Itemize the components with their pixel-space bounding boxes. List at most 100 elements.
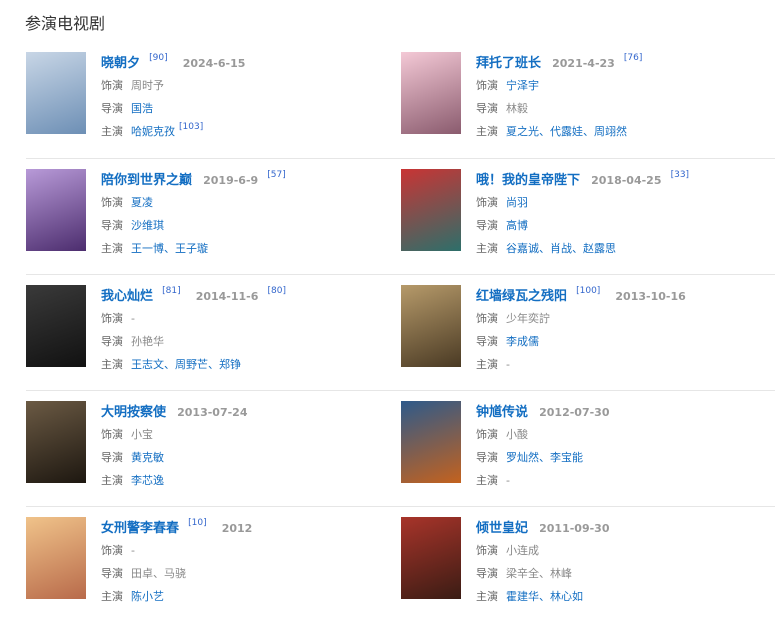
cast-label: 主演 — [101, 242, 123, 255]
reference-link[interactable]: [80] — [267, 286, 286, 296]
cast-value[interactable]: 陈小艺 — [131, 590, 164, 603]
role-value: 少年奕詝 — [506, 312, 550, 325]
role-value[interactable]: 宁泽宇 — [506, 79, 539, 92]
cast-label: 主演 — [101, 474, 123, 487]
drama-title-link[interactable]: 我心灿烂 — [101, 289, 154, 304]
drama-poster[interactable] — [401, 401, 461, 483]
role-value: 小酸 — [506, 428, 528, 441]
role-value: - — [131, 312, 135, 325]
drama-item: 我心灿烂 [81] 2014-11-6 [80] 饰演 - 导演 孙艳华 主演 王志文… — [26, 285, 396, 401]
release-date: 2019-6-9 — [203, 174, 259, 187]
section-title: 参演电视剧 — [25, 14, 106, 33]
role-label: 饰演 — [476, 79, 498, 92]
drama-poster[interactable] — [26, 52, 86, 134]
drama-title-link[interactable]: 哦！我的皇帝陛下 — [476, 173, 581, 188]
director-label: 导演 — [476, 102, 498, 115]
drama-item: 钟馗传说 2012-07-30 饰演 小酸 导演 罗灿然、李宝能 主演 - — [401, 401, 771, 517]
release-date: 2021-4-23 — [552, 57, 615, 70]
cast-value: - — [506, 474, 510, 487]
director-value[interactable]: 李成儒 — [506, 335, 539, 348]
release-date: 2013-07-24 — [177, 406, 248, 419]
cast-label: 主演 — [476, 590, 498, 603]
reference-link[interactable]: [90] — [149, 53, 168, 63]
role-label: 饰演 — [476, 544, 498, 557]
release-date: 2011-09-30 — [539, 522, 610, 535]
drama-item: 女刑警李春春 [10] 2012 饰演 - 导演 田卓、马骁 主演 陈小艺 — [26, 517, 396, 633]
director-value[interactable]: 罗灿然、李宝能 — [506, 451, 583, 464]
cast-label: 主演 — [476, 242, 498, 255]
director-value[interactable]: 黄克敏 — [131, 451, 164, 464]
drama-title-link[interactable]: 拜托了班长 — [476, 56, 542, 71]
cast-value[interactable]: 王志文、周野芒、郑铮 — [131, 358, 241, 371]
cast-label: 主演 — [476, 358, 498, 371]
role-label: 饰演 — [101, 196, 123, 209]
drama-poster[interactable] — [26, 169, 86, 251]
drama-title-link[interactable]: 女刑警李春春 — [101, 521, 180, 536]
drama-item: 红墙绿瓦之残阳 [100] 2013-10-16 饰演 少年奕詝 导演 李成儒 主演… — [401, 285, 771, 401]
drama-poster[interactable] — [401, 52, 461, 134]
reference-link[interactable]: [76] — [623, 53, 643, 63]
reference-link[interactable]: [103] — [179, 122, 204, 132]
director-label: 导演 — [476, 219, 498, 232]
cast-value[interactable]: 王一博、王子璇 — [131, 242, 208, 255]
drama-row: 我心灿烂 [81] 2014-11-6 [80] 饰演 - 导演 孙艳华 主演 王志文… — [26, 274, 775, 391]
cast-value[interactable]: 谷嘉诚、肖战、赵露思 — [506, 242, 616, 255]
reference-link[interactable]: [81] — [162, 286, 181, 296]
director-label: 导演 — [101, 567, 123, 580]
director-value: 孙艳华 — [131, 335, 164, 348]
drama-item: 晓朝夕 [90] 2024-6-15 饰演 周时予 导演 国浩 主演 哈妮克孜 [103… — [26, 52, 396, 168]
reference-link[interactable]: [100] — [576, 286, 601, 296]
release-date: 2018-04-25 — [591, 174, 662, 187]
drama-title-link[interactable]: 钟馗传说 — [476, 405, 529, 420]
drama-title-link[interactable]: 大明按察使 — [101, 405, 167, 420]
role-label: 饰演 — [476, 428, 498, 441]
reference-link[interactable]: [57] — [267, 170, 286, 180]
director-label: 导演 — [476, 451, 498, 464]
director-value: 梁辛全、林峰 — [506, 567, 572, 580]
cast-value[interactable]: 霍建华、林心如 — [506, 590, 583, 603]
role-value: 周时予 — [131, 79, 164, 92]
drama-poster[interactable] — [26, 401, 86, 483]
role-label: 饰演 — [101, 544, 123, 557]
role-value[interactable]: 尚羽 — [506, 196, 528, 209]
role-label: 饰演 — [476, 196, 498, 209]
cast-value[interactable]: 李芯逸 — [131, 474, 164, 487]
cast-label: 主演 — [476, 125, 498, 138]
cast-label: 主演 — [101, 125, 123, 138]
role-value: - — [131, 544, 135, 557]
drama-row: 大明按察使 2013-07-24 饰演 小宝 导演 黄克敏 主演 李芯逸 钟馗传说 2… — [26, 390, 775, 507]
cast-value[interactable]: 夏之光、代露娃、周翊然 — [506, 125, 627, 138]
drama-title-link[interactable]: 晓朝夕 — [101, 56, 141, 71]
drama-poster[interactable] — [26, 517, 86, 599]
role-label: 饰演 — [101, 428, 123, 441]
drama-poster[interactable] — [26, 285, 86, 367]
director-value[interactable]: 沙维琪 — [131, 219, 164, 232]
drama-poster[interactable] — [401, 169, 461, 251]
director-value[interactable]: 高博 — [506, 219, 528, 232]
drama-row: 晓朝夕 [90] 2024-6-15 饰演 周时予 导演 国浩 主演 哈妮克孜 [103… — [26, 52, 775, 168]
reference-link[interactable]: [10] — [188, 518, 207, 528]
role-value: 小连成 — [506, 544, 539, 557]
director-value[interactable]: 国浩 — [131, 102, 153, 115]
cast-label: 主演 — [101, 590, 123, 603]
cast-value[interactable]: 哈妮克孜 — [131, 125, 175, 138]
role-label: 饰演 — [101, 312, 123, 325]
director-label: 导演 — [476, 567, 498, 580]
drama-title-link[interactable]: 陪你到世界之巅 — [101, 173, 193, 188]
director-label: 导演 — [101, 451, 123, 464]
director-label: 导演 — [101, 219, 123, 232]
drama-title-link[interactable]: 倾世皇妃 — [476, 521, 529, 536]
role-value: 小宝 — [131, 428, 153, 441]
drama-poster[interactable] — [401, 517, 461, 599]
drama-poster[interactable] — [401, 285, 461, 367]
reference-link[interactable]: [33] — [670, 170, 690, 180]
director-label: 导演 — [101, 335, 123, 348]
role-value[interactable]: 夏凌 — [131, 196, 153, 209]
release-date: 2012-07-30 — [539, 406, 610, 419]
release-date: 2012 — [221, 522, 253, 535]
drama-item: 倾世皇妃 2011-09-30 饰演 小连成 导演 梁辛全、林峰 主演 霍建华、林心如 — [401, 517, 771, 633]
cast-label: 主演 — [476, 474, 498, 487]
drama-item: 拜托了班长 2021-4-23 [76] 饰演 宁泽宇 导演 林毅 主演 夏之光、代露… — [401, 52, 771, 168]
drama-title-link[interactable]: 红墙绿瓦之残阳 — [476, 289, 568, 304]
release-date: 2013-10-16 — [615, 290, 686, 303]
